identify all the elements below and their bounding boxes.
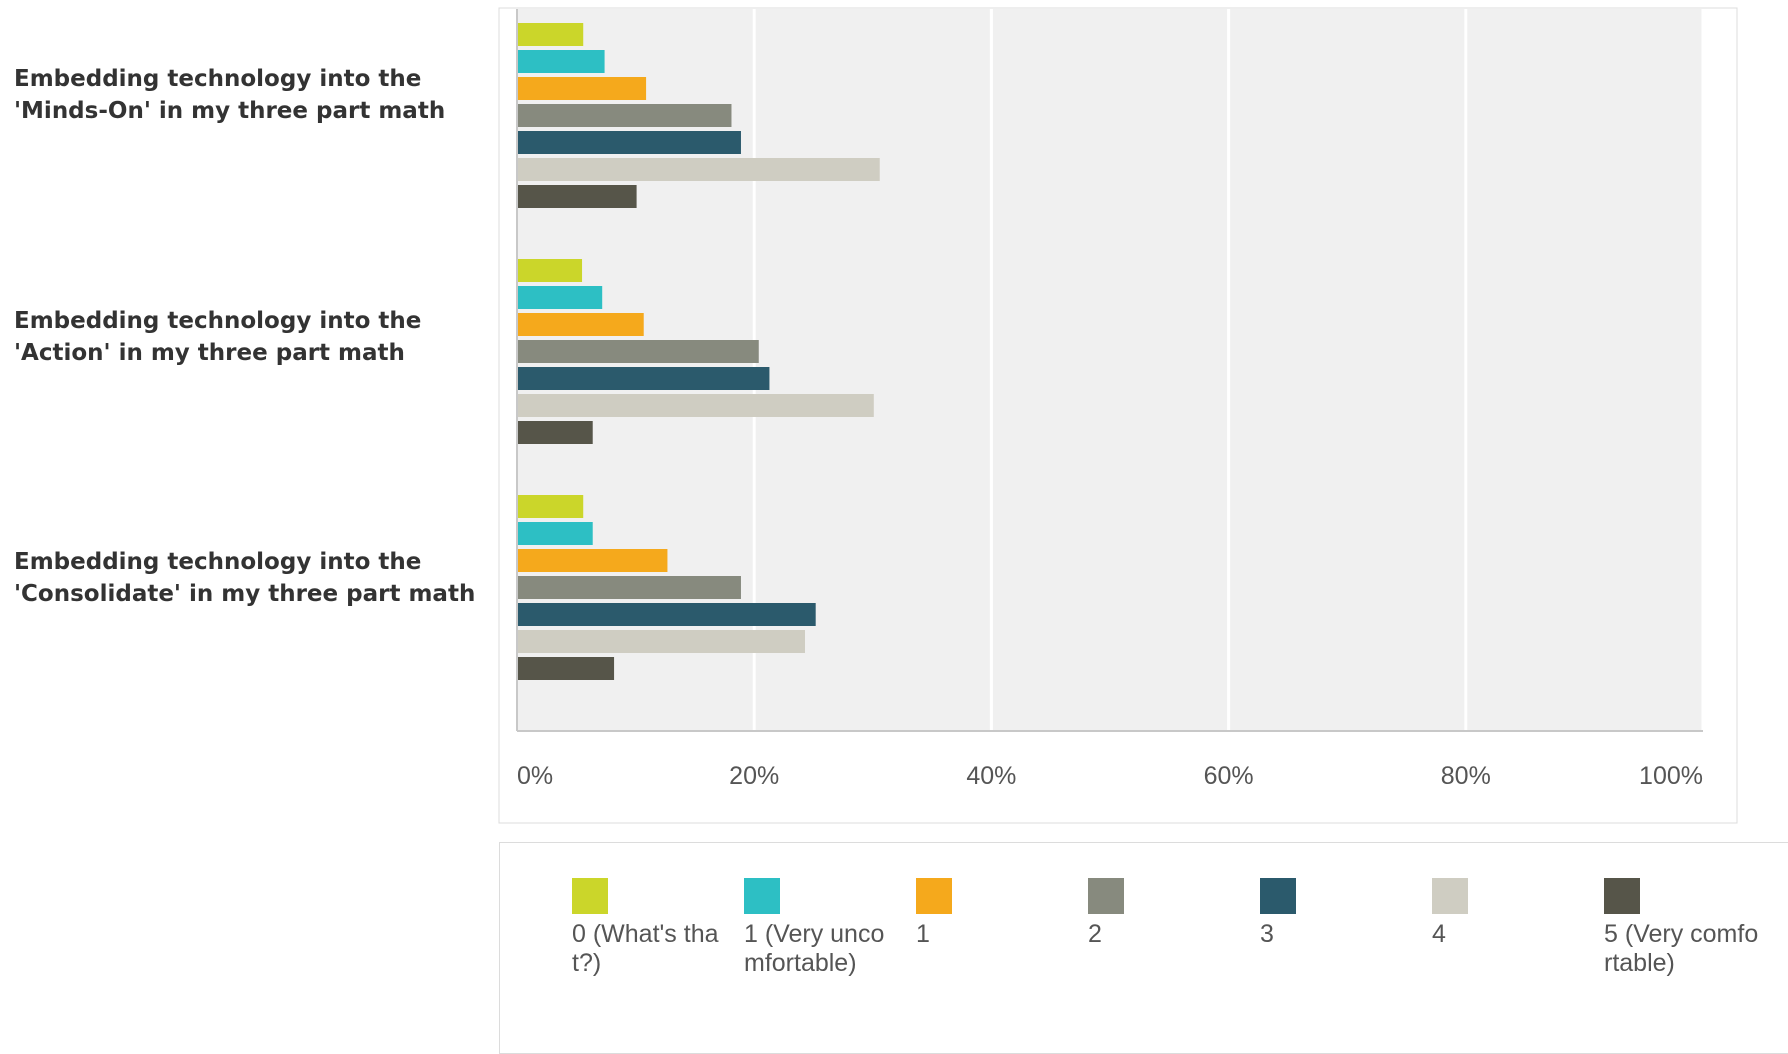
legend-label: 5 (Very comfortable) — [1604, 920, 1759, 977]
x-tick-label-0: 0% — [517, 762, 553, 790]
bar-2-3 — [518, 576, 741, 599]
bar-2-4 — [518, 603, 816, 626]
bar-0-4 — [518, 131, 741, 154]
bar-1-0 — [518, 259, 583, 282]
legend-item-0: 0 (What's that?) — [572, 878, 732, 978]
legend-swatch — [1260, 878, 1296, 914]
bar-1-2 — [518, 313, 644, 336]
category-label-0: Embedding technology into the 'Minds-On'… — [14, 66, 446, 124]
bar-2-1 — [518, 522, 593, 545]
legend-swatch — [572, 878, 608, 914]
x-tick-label-3: 60% — [1204, 762, 1254, 790]
x-tick-label-1: 20% — [729, 762, 779, 790]
legend-swatch — [1604, 878, 1640, 914]
x-tick-label-4: 80% — [1441, 762, 1491, 790]
legend-item-5: 4 — [1432, 878, 1592, 949]
legend-label: 1 (Very uncomfortable) — [744, 920, 885, 977]
bar-0-1 — [518, 50, 605, 73]
legend-item-4: 3 — [1260, 878, 1420, 949]
legend-item-6: 5 (Very comfortable) — [1604, 878, 1764, 978]
category-label-1: Embedding technology into the 'Action' i… — [14, 308, 422, 366]
legend-swatch — [916, 878, 952, 914]
legend-swatch — [744, 878, 780, 914]
bar-chart: 0% 20% 40% 60% 80% 100% — [498, 7, 1738, 824]
x-tick-label-5: 100% — [1639, 762, 1703, 790]
legend-label: 1 — [916, 920, 930, 948]
legend-label: 4 — [1432, 920, 1446, 948]
legend-label: 3 — [1260, 920, 1274, 948]
legend-item-1: 1 (Very uncomfortable) — [744, 878, 904, 978]
legend: 0 (What's that?) 1 (Very uncomfortable) 1 2… — [499, 842, 1788, 1054]
bar-1-3 — [518, 340, 759, 363]
legend-item-2: 1 — [916, 878, 1076, 949]
category-label-2: Embedding technology into the 'Consolida… — [14, 549, 476, 607]
bar-2-0 — [518, 495, 584, 518]
bar-0-5 — [518, 158, 880, 181]
bar-1-6 — [518, 421, 593, 444]
bar-2-2 — [518, 549, 668, 572]
bar-0-6 — [518, 185, 637, 208]
legend-swatch — [1432, 878, 1468, 914]
legend-swatch — [1088, 878, 1124, 914]
legend-label: 2 — [1088, 920, 1102, 948]
bar-1-4 — [518, 367, 770, 390]
bar-1-5 — [518, 394, 874, 417]
bar-0-2 — [518, 77, 647, 100]
bar-1-1 — [518, 286, 603, 309]
legend-label: 0 (What's that?) — [572, 920, 719, 977]
bar-0-3 — [518, 104, 732, 127]
legend-item-3: 2 — [1088, 878, 1248, 949]
bar-2-6 — [518, 657, 615, 680]
bar-0-0 — [518, 23, 584, 46]
x-tick-label-2: 40% — [966, 762, 1016, 790]
bar-2-5 — [518, 630, 806, 653]
